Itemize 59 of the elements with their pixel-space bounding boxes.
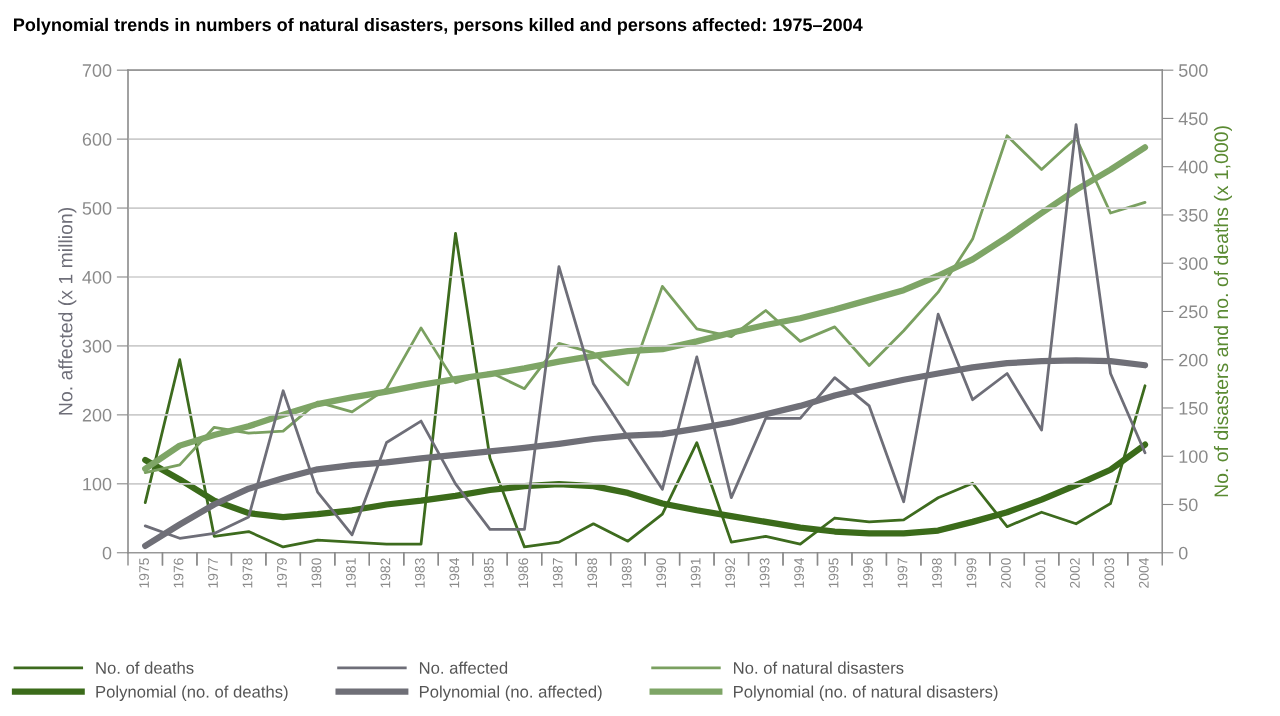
y2-tick-label: 100 [1179, 450, 1208, 463]
x-tick-label: 1991 [690, 558, 701, 588]
y-tick-label: 600 [82, 133, 112, 146]
x-tick-label: 1988 [587, 558, 598, 588]
y2-tick-label: 450 [1178, 112, 1208, 126]
legend-label: No. affected [419, 661, 508, 674]
x-tick-label: 1976 [173, 558, 184, 588]
x-tick-label: 1990 [656, 558, 667, 588]
x-tick-label: 2003 [1104, 558, 1115, 588]
x-tick-label: 1987 [552, 558, 563, 588]
legend-label: Polynomial (no. of natural disasters) [734, 685, 998, 701]
x-tick-label: 1997 [897, 558, 908, 588]
x-tick-label: 1978 [242, 558, 253, 588]
legend-label: No. of deaths [96, 661, 194, 674]
x-tick-label: 1996 [863, 558, 873, 588]
x-tick-label: 2002 [1069, 558, 1080, 588]
x-tick-label: 1982 [380, 558, 391, 588]
y-tick-label: 0 [102, 546, 112, 560]
y-tick-label: 200 [82, 408, 112, 422]
legend-label: Polynomial (no. of deaths) [96, 685, 288, 701]
y-tick-label: 400 [82, 270, 112, 284]
y2-tick-label: 50 [1178, 498, 1198, 512]
x-tick-label: 1992 [725, 558, 736, 588]
y2-axis-title: No. of disasters and no. of deaths (x 1,000) [1213, 126, 1233, 497]
y-tick-label: 700 [82, 64, 112, 77]
y2-tick-label: 0 [1178, 546, 1188, 560]
y2-tick-label: 150 [1179, 401, 1208, 415]
x-tick-label: 1981 [345, 558, 356, 588]
y2-tick-label: 350 [1178, 208, 1208, 222]
x-tick-label: 1986 [518, 558, 529, 588]
y-axis-title: No. affected (x 1 million) [58, 208, 77, 415]
chart-title: Polynomial trends in numbers of natural disasters, persons killed and persons affected: 1975–2004 [14, 17, 863, 35]
y2-tick-label: 300 [1178, 257, 1208, 270]
x-tick-label: 2001 [1035, 558, 1046, 588]
x-tick-label: 1995 [828, 558, 839, 588]
x-tick-label: 1977 [208, 558, 218, 588]
x-tick-label: 2004 [1138, 558, 1149, 588]
y2-tick-label: 400 [1178, 160, 1208, 174]
x-tick-label: 1985 [483, 558, 494, 588]
x-tick-label: 1993 [759, 558, 770, 588]
x-tick-label: 1980 [311, 558, 322, 588]
x-tick-label: 1979 [277, 558, 287, 588]
legend-label: Polynomial (no. affected) [419, 685, 602, 701]
y-tick-label: 500 [82, 201, 112, 215]
line-series [143, 231, 1147, 549]
y2-tick-label: 250 [1179, 305, 1208, 319]
y2-tick-label: 500 [1178, 64, 1208, 77]
y-tick-label: 100 [83, 477, 112, 491]
x-tick-label: 1989 [621, 558, 632, 588]
y2-tick-label: 200 [1179, 353, 1208, 367]
legend-label: No. of natural disasters [734, 661, 904, 674]
x-tick-label: 1984 [449, 558, 460, 588]
x-tick-label: 1998 [932, 558, 942, 588]
x-tick-label: 1994 [794, 558, 804, 588]
x-tick-label: 2000 [1001, 558, 1011, 588]
x-tick-label: 1975 [139, 558, 149, 588]
x-tick-label: 1999 [966, 558, 977, 588]
x-tick-label: 1983 [414, 558, 425, 588]
y-tick-label: 300 [82, 339, 112, 353]
